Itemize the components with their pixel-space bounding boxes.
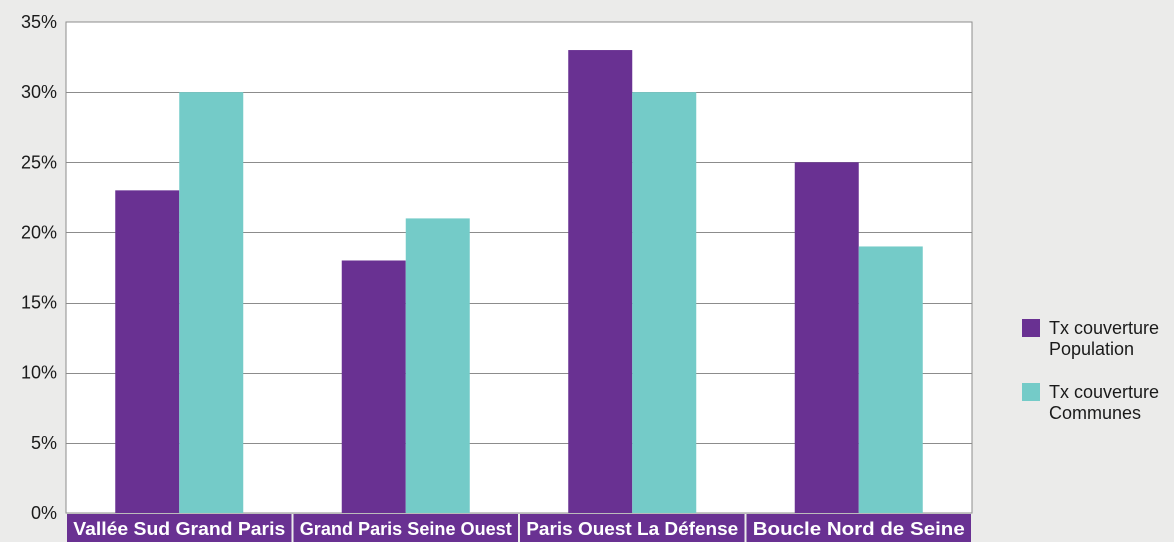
y-tick-label: 30% — [21, 82, 57, 102]
x-category-label: Boucle Nord de Seine — [753, 519, 965, 539]
x-category-label: Paris Ouest La Défense — [526, 519, 738, 539]
bars — [115, 50, 923, 514]
legend-label-population: Tx couverture Population — [1049, 318, 1160, 359]
x-category-band — [67, 514, 292, 542]
y-tick-label: 20% — [21, 222, 57, 242]
legend-swatch-population — [1022, 319, 1040, 337]
y-tick-label: 15% — [21, 293, 57, 313]
y-tick-label: 25% — [21, 152, 57, 172]
bar — [794, 162, 859, 514]
y-tick-label: 35% — [21, 12, 57, 32]
bar — [405, 218, 470, 513]
bar — [341, 260, 406, 513]
y-tick-label: 10% — [21, 363, 57, 383]
legend: Tx couverture Population Tx couverture C… — [1022, 318, 1172, 446]
x-category-label: Vallée Sud Grand Paris — [73, 519, 285, 539]
legend-item-population: Tx couverture Population — [1022, 318, 1172, 360]
x-category-band — [293, 514, 518, 542]
x-category-label: Grand Paris Seine Ouest — [300, 519, 512, 539]
legend-swatch-communes — [1022, 383, 1040, 401]
y-tick-label: 5% — [31, 433, 57, 453]
x-category-band — [520, 514, 745, 542]
bar — [179, 92, 244, 514]
bar — [858, 246, 923, 513]
x-category-band — [746, 514, 971, 542]
y-tick-label: 0% — [31, 503, 57, 523]
bar — [632, 92, 697, 514]
x-axis-categories: Vallée Sud Grand Paris Grand Paris Seine … — [67, 514, 971, 542]
y-axis-ticks: 0% 5% 10% 15% 20% 25% 30% 35% — [21, 12, 57, 523]
legend-item-communes: Tx couverture Communes — [1022, 382, 1172, 424]
legend-label-communes: Tx couverture Communes — [1049, 382, 1160, 423]
bar — [568, 50, 633, 514]
bar — [115, 190, 180, 514]
